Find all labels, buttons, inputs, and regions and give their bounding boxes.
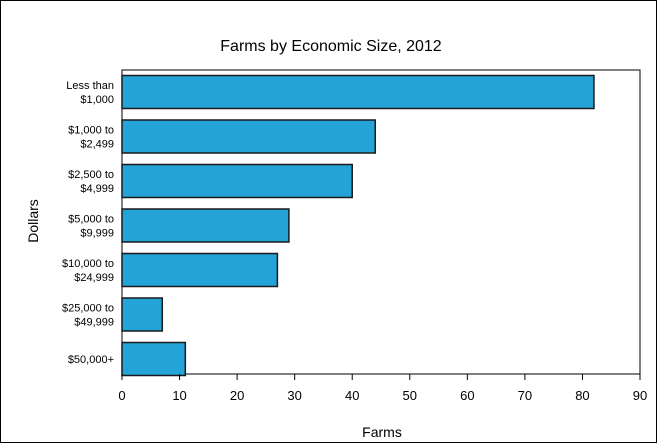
x-tick-label-0: 0 [118, 388, 125, 403]
category-label-line: $2,499 [80, 139, 114, 151]
x-tick-label-9: 90 [633, 388, 647, 403]
bar-1 [121, 119, 376, 154]
x-axis-title: Farms [362, 424, 402, 440]
category-label-line: $24,999 [74, 272, 114, 284]
category-labels-layer: Less than $1,000$1,000 to $2,499$2,500 to $… [62, 80, 114, 366]
category-label-line: $1,000 to [68, 125, 114, 137]
category-label-3: $5,000 to $9,999 [68, 214, 114, 240]
x-tick-label-2: 20 [230, 388, 244, 403]
x-tick-label-7: 70 [518, 388, 532, 403]
category-label-line: $5,000 to [68, 214, 114, 226]
category-label-6: $50,000+ [68, 354, 114, 366]
category-label-line: $49,999 [74, 317, 114, 329]
category-label-line: $2,500 to [68, 169, 114, 181]
category-label-line: $1,000 [80, 94, 114, 106]
bar-5 [121, 297, 164, 332]
x-tick-label-5: 50 [403, 388, 417, 403]
category-label-line: $25,000 to [62, 303, 114, 315]
bar-3 [121, 208, 290, 243]
category-label-line: Less than [66, 80, 114, 92]
category-label-5: $25,000 to $49,999 [62, 303, 114, 329]
bar-2 [121, 163, 353, 199]
x-tick-label-4: 40 [345, 388, 359, 403]
category-label-0: Less than $1,000 [66, 80, 114, 106]
category-label-line: $50,000+ [68, 354, 114, 366]
bar-0 [121, 74, 595, 110]
category-label-2: $2,500 to $4,999 [68, 169, 114, 195]
y-axis-title: Dollars [25, 199, 41, 243]
category-label-4: $10,000 to $24,999 [62, 258, 114, 284]
category-label-line: $4,999 [80, 183, 114, 195]
x-ticks-layer: 0 10 20 30 40 50 60 70 80 90 [118, 374, 647, 403]
x-tick-label-1: 10 [172, 388, 186, 403]
x-tick-label-6: 60 [460, 388, 474, 403]
category-label-line: $9,999 [80, 228, 114, 240]
bars-layer [121, 74, 595, 377]
bar-6 [121, 341, 187, 377]
category-label-line: $10,000 to [62, 258, 114, 270]
x-tick-label-3: 30 [287, 388, 301, 403]
bar-4 [121, 252, 279, 288]
chart-title: Farms by Economic Size, 2012 [220, 38, 442, 55]
x-tick-label-8: 80 [575, 388, 589, 403]
category-label-1: $1,000 to $2,499 [68, 125, 114, 151]
